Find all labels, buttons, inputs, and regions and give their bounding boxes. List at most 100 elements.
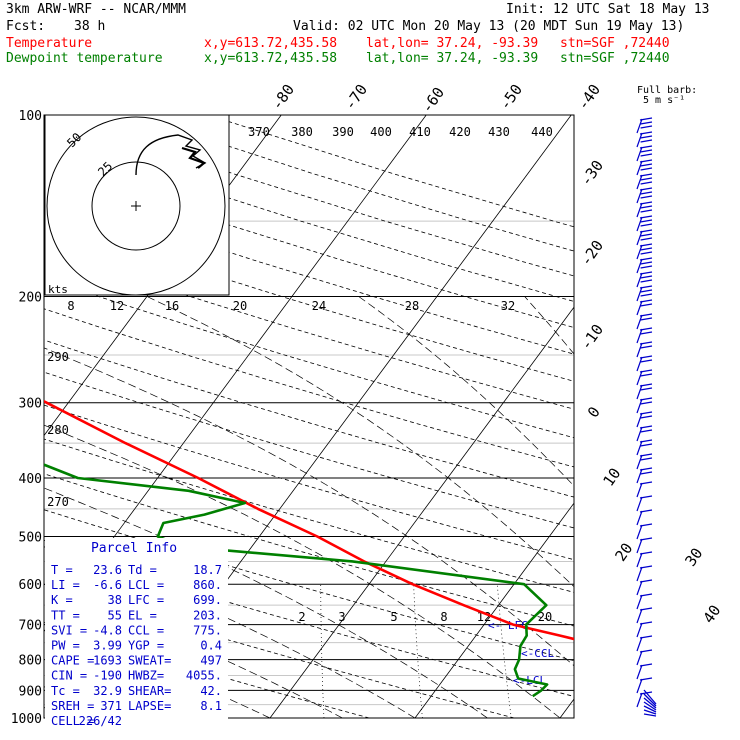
parcel-info-value: 775. xyxy=(193,623,222,637)
temperature-legend-label: Temperature xyxy=(6,36,93,51)
parcel-info-value: 699. xyxy=(193,593,222,607)
parcel-info-value: 8.1 xyxy=(200,699,222,713)
temperature-axis-label: -40 xyxy=(574,81,604,114)
wind-barb xyxy=(636,257,653,274)
moist-adiabat xyxy=(44,487,488,719)
wind-barb xyxy=(636,243,653,260)
adiabat-label: 390 xyxy=(332,125,354,139)
wind-barb xyxy=(636,509,653,526)
parcel-info-key: LCL = xyxy=(128,578,164,592)
pressure-label-100: 100 xyxy=(19,109,42,124)
wind-barb xyxy=(636,635,653,652)
wind-barb xyxy=(643,709,657,715)
mixing-ratio-label: 2 xyxy=(298,610,305,624)
wind-barb xyxy=(636,159,653,176)
wind-barb xyxy=(643,689,657,705)
dewpoint-legend-label: Dewpoint temperature xyxy=(6,51,163,66)
wind-barb xyxy=(636,131,653,148)
temperature-axis-label: -10 xyxy=(577,321,607,354)
wind-barb xyxy=(636,411,653,428)
parcel-info-value: 3.99 xyxy=(93,639,122,653)
mixing-ratio-label: 24 xyxy=(312,299,326,313)
adiabat-label: 380 xyxy=(291,125,313,139)
temperature-axis-label: -80 xyxy=(268,81,298,114)
dry-adiabat xyxy=(207,115,574,228)
temperature-station: stn=SGF ,72440 xyxy=(560,36,670,51)
parcel-info-key: CELL = xyxy=(51,714,94,728)
adiabat-label: 280 xyxy=(47,423,69,437)
parcel-info-value: 1693 xyxy=(93,654,122,668)
pressure-label-500: 500 xyxy=(19,530,42,545)
wind-barb xyxy=(636,299,653,316)
mixing-ratio-label: 5 xyxy=(390,610,397,624)
temperature-axis-label: 0 xyxy=(584,403,604,421)
wind-barb xyxy=(636,355,653,372)
parcel-info-value: -4.8 xyxy=(93,623,122,637)
temperature-axis-label: -50 xyxy=(496,81,526,114)
parcel-info-key: EL = xyxy=(128,608,157,622)
mixing-ratio-label: 16 xyxy=(165,299,179,313)
barb-legend-title: Full barb: xyxy=(637,85,697,96)
mixing-ratio-label: 20 xyxy=(538,610,552,624)
adiabat-label: 400 xyxy=(370,125,392,139)
moist-adiabat xyxy=(524,296,574,355)
temperature-axis-label: -60 xyxy=(418,84,448,117)
parcel-info-value: 203. xyxy=(193,608,222,622)
dry-adiabat xyxy=(44,339,574,498)
dry-adiabat xyxy=(44,277,574,439)
wind-barb xyxy=(636,145,653,162)
temperature-profile-line xyxy=(44,399,574,641)
adiabat-label: 410 xyxy=(409,125,431,139)
parcel-info-key: Tc = xyxy=(51,684,80,698)
parcel-info-value: 4055. xyxy=(186,669,222,683)
wind-barb xyxy=(636,313,653,330)
parcel-info-key: SVI = xyxy=(51,623,87,637)
moist-adiabat xyxy=(146,296,574,588)
temperature-axis-label: 40 xyxy=(699,602,724,627)
wind-barb xyxy=(636,649,653,666)
wind-barb xyxy=(636,495,653,512)
mixing-ratio-line xyxy=(320,584,325,719)
temperature-xy: x,y=613.72,435.58 xyxy=(204,36,338,51)
wind-barb xyxy=(636,663,653,680)
wind-barb xyxy=(636,425,653,442)
wind-barb xyxy=(636,173,653,190)
parcel-info-key: K = xyxy=(51,593,73,607)
wind-barb xyxy=(636,285,653,302)
parcel-info-value: 226/42 xyxy=(79,714,122,728)
wind-barb xyxy=(636,467,653,484)
dewpoint-latlon: lat,lon= 37.24, -93.39 xyxy=(366,51,539,66)
wind-barb xyxy=(643,713,657,717)
wind-barb xyxy=(636,229,653,246)
mixing-ratio-label: 20 xyxy=(233,299,247,313)
isotherm-line xyxy=(414,502,574,719)
temperature-axis-label: -30 xyxy=(577,157,607,190)
adiabat-label: 440 xyxy=(531,125,553,139)
dewpoint-profile-line xyxy=(44,463,549,698)
wind-barb xyxy=(636,327,653,344)
parcel-info-key: LI = xyxy=(51,578,80,592)
parcel-info-value: 42. xyxy=(200,684,222,698)
parcel-info-key: Td = xyxy=(128,563,157,577)
wind-barb xyxy=(636,621,653,638)
temperature-axis-label: 10 xyxy=(599,465,624,490)
temperature-axis-label: 20 xyxy=(611,540,636,565)
parcel-info-value: 0.4 xyxy=(200,639,222,653)
hodograph-ring-inner xyxy=(91,161,181,251)
wind-barb xyxy=(636,677,653,694)
parcel-info-key: SREH = xyxy=(51,699,94,713)
pressure-label-400: 400 xyxy=(19,472,42,487)
parcel-info-key: T = xyxy=(51,563,73,577)
parcel-info-value: 55 xyxy=(108,608,122,622)
parcel-info-key: CIN = xyxy=(51,669,87,683)
mixing-ratio-line xyxy=(413,584,423,719)
mixing-ratio-label: 8 xyxy=(440,610,447,624)
parcel-info-value: 371 xyxy=(100,699,122,713)
mixing-ratio-label: 3 xyxy=(338,610,345,624)
wind-barb xyxy=(636,453,653,470)
parcel-info-value: 497 xyxy=(200,654,222,668)
dewpoint-station: stn=SGF ,72440 xyxy=(560,51,670,66)
mixing-ratio-label: 32 xyxy=(501,299,515,313)
wind-barb xyxy=(643,701,657,711)
pressure-label-300: 300 xyxy=(19,397,42,412)
